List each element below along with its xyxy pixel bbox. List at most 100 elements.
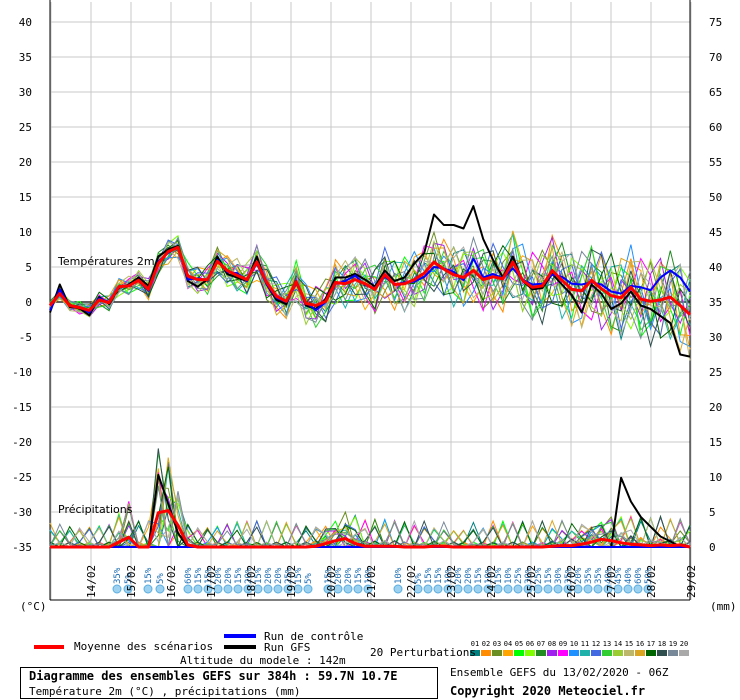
- perturbation-swatch: [668, 650, 678, 656]
- snow-probability-label: 30%: [554, 567, 564, 584]
- date-tick-label: 29/02: [685, 565, 698, 598]
- snow-probability-label: 35%: [584, 567, 594, 584]
- right-tick-label: 5: [709, 506, 716, 519]
- right-tick-label: 45: [709, 226, 722, 239]
- left-tick-label: 25: [19, 121, 32, 134]
- perturbation-number: 01: [471, 640, 479, 648]
- snowflake-icon: [563, 584, 573, 594]
- perturbation-number: 03: [493, 640, 501, 648]
- snow-probability-label: 10%: [394, 567, 404, 584]
- perturbation-swatch: [646, 650, 656, 656]
- snowflake-icon: [263, 584, 273, 594]
- left-axis: 40 35 30 25 20 15 10 5 0 -5 -10 -15 -20 -25 -30 -35: [12, 16, 32, 554]
- mean-precipitation-line: [50, 509, 691, 549]
- perturbation-swatch: [679, 650, 689, 656]
- perturbation-number: 14: [614, 640, 622, 648]
- perturbation-swatch: [481, 650, 491, 656]
- snowflake-icon: [253, 584, 263, 594]
- snow-probability-label: 20%: [454, 567, 464, 584]
- right-tick-label: 50: [709, 191, 722, 204]
- date-tick-label: 28/02: [645, 565, 658, 598]
- ensemble-run-label: Ensemble GEFS du 13/02/2020 - 06Z: [450, 666, 669, 679]
- right-tick-label: 0: [709, 541, 716, 554]
- ensemble-precipitation-line: [49, 494, 691, 549]
- gfs-temperature-line: [49, 205, 691, 358]
- precipitation-panel-label: Précipitations: [58, 503, 133, 516]
- snow-probability-label: 15%: [204, 567, 214, 584]
- left-tick-label: 0: [25, 296, 32, 309]
- copyright-label: Copyright 2020 Meteociel.fr: [450, 684, 646, 698]
- left-tick-label: 10: [19, 226, 32, 239]
- snowflake-icon: [353, 584, 363, 594]
- perturbation-number: 05: [515, 640, 523, 648]
- snowflake-icon: [443, 584, 453, 594]
- date-tick-label: 23/02: [445, 565, 458, 598]
- snow-probability-row: 35% 5% 15% 5% 60% 15% 15% 20% 20% 15% 20% 15% 20% 20%…: [112, 567, 654, 594]
- perturbation-number: 11: [581, 640, 589, 648]
- snow-probability-label: 35%: [594, 567, 604, 584]
- snow-probability-label: 15%: [324, 567, 334, 584]
- snow-probability-label: 25%: [514, 567, 524, 584]
- snowflake-icon: [213, 584, 223, 594]
- snowflake-icon: [603, 584, 613, 594]
- snowflake-icon: [493, 584, 503, 594]
- left-tick-label: -25: [12, 471, 32, 484]
- snow-probability-label: 45%: [614, 567, 624, 584]
- perturbation-swatch: [569, 650, 579, 656]
- date-tick-label: 18/02: [245, 565, 258, 598]
- snowflake-icon: [203, 584, 213, 594]
- legend-gfs-label: Run GFS: [264, 641, 311, 654]
- snowflake-icon: [223, 584, 233, 594]
- perturbation-swatch: [580, 650, 590, 656]
- snow-probability-label: 5%: [414, 573, 424, 584]
- date-labels: 14/02 15/02 16/02 17/02 18/02 19/02 20/02 21/02…: [85, 565, 698, 598]
- perturbation-number: 17: [647, 640, 655, 648]
- snowflake-icon: [413, 584, 423, 594]
- date-tick-label: 27/02: [605, 565, 618, 598]
- date-tick-label: 16/02: [165, 565, 178, 598]
- perturbation-swatch: [558, 650, 568, 656]
- snowflake-icon: [463, 584, 473, 594]
- date-tick-label: 21/02: [365, 565, 378, 598]
- right-tick-label: 55: [709, 156, 722, 169]
- snowflake-icon: [243, 584, 253, 594]
- right-tick-label: 60: [709, 121, 722, 134]
- snowflake-icon: [183, 584, 193, 594]
- snow-probability-label: 30%: [524, 567, 534, 584]
- snow-probability-label: 40%: [624, 567, 634, 584]
- snowflake-icon: [155, 584, 165, 594]
- snow-probability-label: 10%: [364, 567, 374, 584]
- snowflake-icon: [623, 584, 633, 594]
- snowflake-icon: [543, 584, 553, 594]
- snow-probability-label: 20%: [264, 567, 274, 584]
- snowflake-icon: [193, 584, 203, 594]
- right-axis-unit: (mm): [710, 600, 737, 613]
- perturbation-number: 08: [548, 640, 556, 648]
- left-tick-label: -30: [12, 506, 32, 519]
- snowflake-icon: [423, 584, 433, 594]
- snowflake-icon: [433, 584, 443, 594]
- snow-probability-label: 20%: [244, 567, 254, 584]
- left-tick-label: 20: [19, 156, 32, 169]
- perturbation-swatch: [536, 650, 546, 656]
- date-tick-label: 19/02: [285, 565, 298, 598]
- right-tick-label: 40: [709, 261, 722, 274]
- left-tick-label: -35: [12, 541, 32, 554]
- snow-probability-label: 15%: [294, 567, 304, 584]
- snowflake-icon: [323, 584, 333, 594]
- perturbation-number: 15: [625, 640, 633, 648]
- date-tick-label: 14/02: [85, 565, 98, 598]
- perturbation-number: 16: [636, 640, 644, 648]
- right-tick-label: 35: [709, 296, 722, 309]
- snowflake-icon: [363, 584, 373, 594]
- left-tick-label: 30: [19, 86, 32, 99]
- left-tick-label: 40: [19, 16, 32, 29]
- snowflake-icon: [393, 584, 403, 594]
- perturbation-number: 02: [482, 640, 490, 648]
- snow-probability-label: 20%: [344, 567, 354, 584]
- perturbation-swatch: [514, 650, 524, 656]
- perturbation-number: 04: [504, 640, 512, 648]
- right-tick-label: 15: [709, 436, 722, 449]
- snow-probability-label: 15%: [254, 567, 264, 584]
